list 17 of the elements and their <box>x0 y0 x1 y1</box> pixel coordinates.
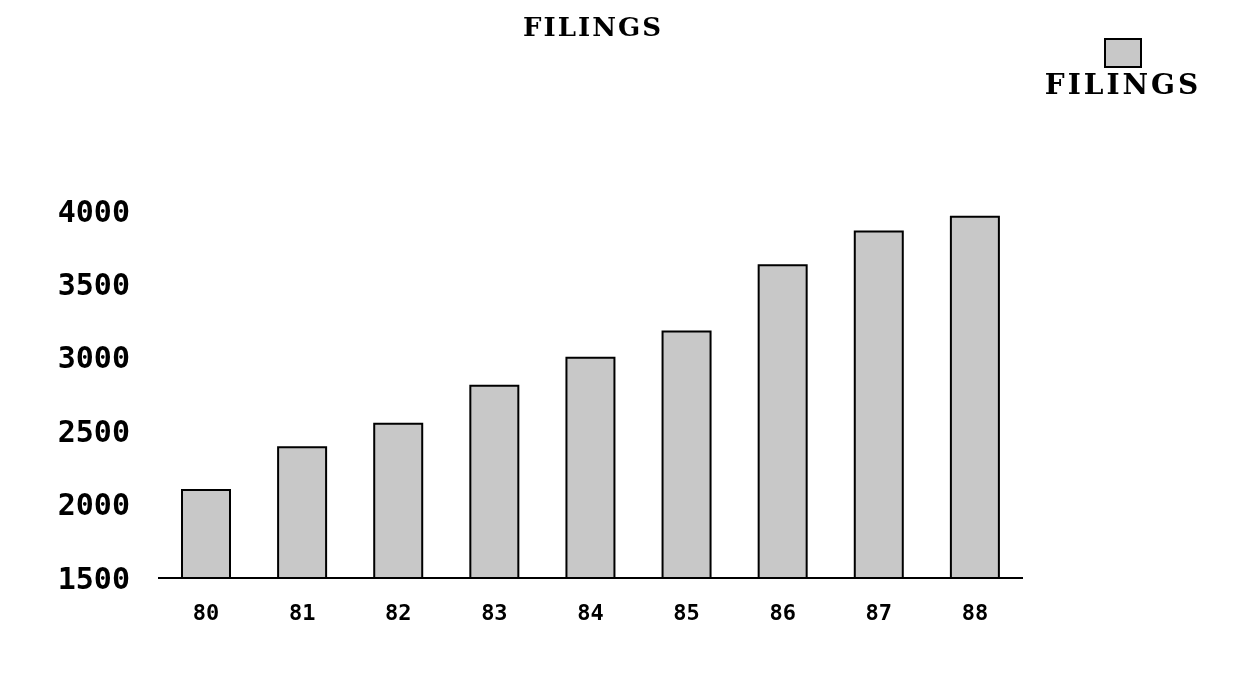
x-tick-label: 83 <box>481 599 508 625</box>
x-tick-label: 85 <box>673 599 700 625</box>
x-tick-label: 80 <box>192 599 220 625</box>
legend-label: FILINGS <box>1043 68 1203 101</box>
x-tick-label: 81 <box>288 599 316 625</box>
y-tick-label: 2000 <box>57 487 130 523</box>
x-tick-label: 88 <box>961 599 989 625</box>
y-tick-label: 3500 <box>57 267 130 303</box>
y-tick-label: 2500 <box>57 413 130 449</box>
x-tick-label: 82 <box>385 599 412 625</box>
x-tick-label: 86 <box>769 599 796 625</box>
y-tick-label: 4000 <box>57 193 130 229</box>
chart-title: FILINGS <box>522 12 664 42</box>
x-tick-label: 87 <box>865 599 893 625</box>
y-tick-label: 3000 <box>57 340 130 376</box>
y-tick-label: 1500 <box>57 560 130 596</box>
x-tick-label: 84 <box>577 599 604 625</box>
